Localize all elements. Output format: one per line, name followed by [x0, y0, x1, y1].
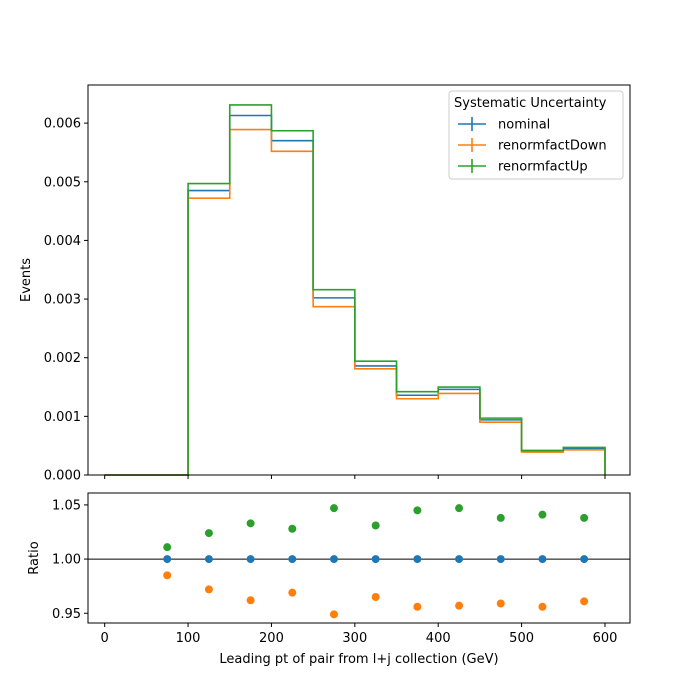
- legend-label-renormfactDown: renormfactDown: [498, 139, 607, 154]
- ratio-point-nominal: [413, 555, 422, 564]
- ratio-point-renormfactUp: [246, 519, 255, 528]
- ratio-point-renormfactDown: [538, 602, 547, 611]
- ratio-point-renormfactDown: [371, 593, 380, 601]
- legend-box: [448, 90, 624, 180]
- ratio-y-axis-label: Ratio: [27, 541, 42, 574]
- histogram-y-axis-label: Events: [19, 258, 34, 302]
- histogram-x-ticks: [104, 475, 606, 479]
- ratio-x-tick-label: 100: [176, 631, 201, 646]
- ratio-point-nominal: [580, 555, 589, 564]
- ratio-x-tick-label: 400: [426, 631, 451, 646]
- ratio-point-renormfactDown: [204, 585, 213, 594]
- ratio-y-tick-label: 1.00: [52, 553, 81, 568]
- ratio-point-renormfactUp: [413, 506, 422, 515]
- ratio-x-ticks: 0 100 200 300 400 500 600: [101, 623, 618, 646]
- ratio-x-tick-label: 300: [342, 631, 367, 646]
- histogram-panel: 0.000 0.001 0.002 0.003 0.004 0.005 0.006 Even…: [19, 84, 631, 484]
- ratio-x-tick-label: 200: [259, 631, 284, 646]
- histogram-y-ticks: 0.000 0.001 0.002 0.003 0.004 0.005 0.006: [44, 117, 88, 484]
- ratio-point-renormfactUp: [455, 504, 464, 513]
- histogram-y-tick-label: 0.004: [44, 234, 81, 249]
- ratio-point-nominal: [371, 555, 380, 564]
- ratio-point-renormfactUp: [371, 521, 380, 530]
- legend-label-renormfactUp: renormfactUp: [498, 160, 588, 175]
- legend-entries: nominal renormfactDown renormfactUp: [458, 117, 607, 175]
- histogram-series-group: [104, 104, 606, 476]
- histogram-series-renormfactDown: [104, 128, 606, 476]
- ratio-y-tick-label: 1.05: [52, 498, 81, 513]
- ratio-point-renormfactUp: [538, 510, 547, 519]
- legend-title: Systematic Uncertainty: [454, 96, 607, 111]
- ratio-point-renormfactUp: [288, 524, 297, 533]
- ratio-point-nominal: [163, 555, 172, 564]
- ratio-frame: [87, 492, 631, 624]
- histogram-y-tick-label: 0.003: [44, 293, 81, 308]
- ratio-point-renormfactUp: [496, 513, 505, 522]
- ratio-point-nominal: [288, 555, 297, 564]
- legend-label-nominal: nominal: [498, 118, 550, 133]
- ratio-point-nominal: [246, 555, 255, 564]
- ratio-point-renormfactDown: [246, 596, 255, 605]
- ratio-x-tick-label: 0: [101, 631, 109, 646]
- ratio-point-nominal: [496, 555, 505, 564]
- legend: Systematic Uncertainty nominal renormfact…: [448, 90, 624, 180]
- ratio-point-renormfactUp: [163, 543, 172, 552]
- ratio-x-tick-label: 500: [509, 631, 534, 646]
- histogram-series-renormfactUp: [104, 104, 606, 476]
- histogram-frame: [87, 84, 631, 476]
- ratio-point-renormfactUp: [329, 504, 338, 513]
- ratio-point-renormfactDown: [455, 601, 464, 610]
- histogram-y-tick-label: 0.005: [44, 175, 81, 190]
- ratio-x-tick-label: 600: [593, 631, 618, 646]
- ratio-point-renormfactUp: [580, 513, 589, 522]
- ratio-point-renormfactDown: [413, 602, 422, 611]
- ratio-points-group: [163, 504, 589, 619]
- ratio-point-renormfactDown: [163, 571, 172, 580]
- ratio-point-renormfactDown: [329, 610, 338, 619]
- ratio-point-renormfactDown: [580, 597, 589, 606]
- ratio-point-nominal: [204, 555, 213, 564]
- x-axis-label: Leading pt of pair from l+j collection (…: [219, 652, 498, 667]
- ratio-point-nominal: [455, 555, 464, 564]
- ratio-point-nominal: [538, 555, 547, 564]
- ratio-point-nominal: [329, 555, 338, 564]
- histogram-y-tick-label: 0.006: [44, 117, 81, 132]
- ratio-panel: 0.95 1.00 1.05 0 100 200 300 400 500 600 Ratio L…: [27, 492, 631, 667]
- ratio-point-renormfactDown: [496, 599, 505, 608]
- ratio-y-tick-label: 0.95: [52, 607, 81, 622]
- ratio-point-renormfactUp: [204, 529, 213, 538]
- ratio-point-renormfactDown: [288, 588, 297, 597]
- ratio-y-ticks: 0.95 1.00 1.05: [52, 498, 88, 622]
- histogram-y-tick-label: 0.002: [44, 351, 81, 366]
- histogram-y-tick-label: 0.001: [44, 410, 81, 425]
- histogram-y-tick-label: 0.000: [44, 469, 81, 484]
